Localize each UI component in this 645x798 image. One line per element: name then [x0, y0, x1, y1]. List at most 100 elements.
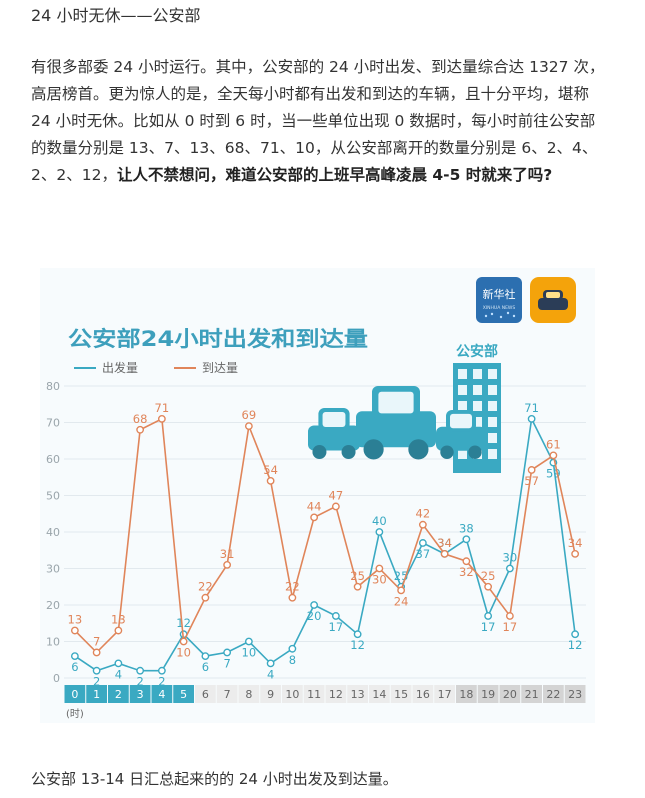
- legend-label: 出发量: [102, 360, 138, 375]
- data-point: [331, 612, 340, 620]
- car-wheel: [341, 445, 356, 459]
- data-point: [418, 520, 427, 529]
- taxi-body: [538, 298, 568, 310]
- x-tick-label: 14: [372, 688, 386, 701]
- x-hour-cell: [325, 685, 347, 703]
- data-point: [375, 528, 384, 536]
- building-cars-illustration: 公安部: [308, 343, 501, 473]
- building-window: [488, 433, 497, 443]
- data-label: 34: [568, 536, 583, 550]
- x-hour-cell: [216, 685, 238, 703]
- x-hour-cell: [173, 685, 194, 703]
- legend-label: 到达量: [202, 361, 238, 375]
- data-label: 25: [350, 569, 365, 583]
- car-body: [308, 425, 360, 451]
- taxi-window: [546, 292, 560, 298]
- y-tick-label: 80: [46, 380, 60, 393]
- figure-caption: 公安部 13-14 日汇总起来的的 24 小时出发及到达量。: [31, 770, 398, 788]
- data-label: 37: [416, 547, 431, 561]
- data-label: 13: [68, 613, 83, 627]
- xinhua-logo-badge: [476, 277, 522, 323]
- data-label: 22: [198, 580, 213, 594]
- series-1: 13 7 13 68 71 10 22 31 69 54 22 44 47 25 30 24 42 34 32 25 1…: [68, 401, 583, 660]
- data-label: 20: [307, 609, 322, 623]
- data-label: 30: [503, 551, 518, 565]
- car-wheel: [312, 445, 327, 459]
- data-point: [136, 666, 145, 675]
- x-hour-cell: [521, 685, 542, 703]
- data-label: 6: [202, 660, 209, 674]
- building-window: [488, 401, 497, 411]
- data-point: [484, 612, 493, 620]
- car-body: [356, 411, 436, 448]
- data-point: [310, 601, 319, 609]
- gridlines: [64, 385, 586, 679]
- building-window: [473, 417, 482, 427]
- x-hour-cell: [369, 685, 390, 703]
- data-label: 38: [459, 521, 474, 535]
- data-label: 34: [437, 536, 452, 550]
- x-hour-cell: [282, 685, 303, 703]
- x-tick-label: 23: [568, 688, 582, 701]
- data-label: 6: [71, 660, 78, 674]
- building-window: [488, 369, 497, 379]
- data-label: 54: [263, 463, 278, 477]
- y-tick-label: 10: [46, 636, 60, 649]
- data-label: 40: [372, 514, 387, 528]
- data-label: 30: [372, 573, 387, 587]
- data-label: 12: [350, 638, 365, 652]
- x-hour-cell: [564, 685, 586, 703]
- building-window: [488, 417, 497, 427]
- data-point: [527, 466, 536, 474]
- data-point: [70, 626, 79, 635]
- x-hour-cell: [347, 685, 368, 703]
- y-tick-label: 20: [46, 599, 60, 612]
- data-label: 8: [289, 653, 296, 667]
- data-label: 57: [524, 474, 539, 488]
- x-tick-label: 5: [180, 688, 187, 701]
- star-dot: [484, 314, 488, 318]
- data-label: 7: [93, 634, 100, 648]
- car-wheel: [408, 439, 429, 460]
- taxi-app-icon: [530, 277, 576, 323]
- data-point: [571, 630, 580, 639]
- x-hour-cell: [129, 685, 151, 703]
- car-window: [450, 413, 472, 429]
- data-point: [114, 626, 123, 635]
- y-tick-label: 70: [46, 417, 60, 430]
- building-window: [458, 369, 467, 379]
- data-point: [462, 535, 471, 544]
- data-label: 71: [155, 401, 170, 415]
- data-label: 68: [133, 412, 148, 426]
- star-dot: [499, 315, 503, 319]
- car-left-icon: [308, 408, 360, 459]
- building-window: [473, 385, 482, 395]
- x-hour-cell: [456, 685, 477, 703]
- data-point: [353, 630, 362, 639]
- data-point: [223, 560, 232, 569]
- x-hour-cell: [412, 685, 434, 703]
- car-right-icon: [436, 410, 486, 459]
- data-point: [157, 666, 166, 675]
- building-window: [488, 449, 497, 459]
- x-tick-label: 22: [546, 688, 560, 701]
- x-hour-cell: [108, 685, 129, 703]
- data-point: [266, 476, 275, 485]
- x-tick-label: 6: [202, 688, 209, 701]
- x-tick-label: 9: [267, 688, 274, 701]
- data-point: [179, 637, 188, 646]
- data-point: [418, 539, 427, 547]
- xinhua-logo: 新华社 XINHUA NEWS: [476, 277, 522, 323]
- data-point: [136, 425, 145, 434]
- x-hour-cell: [260, 685, 281, 703]
- data-point: [70, 652, 79, 660]
- car-center-icon: [356, 386, 436, 460]
- x-hour-cell: [390, 685, 412, 703]
- data-label: 25: [481, 569, 496, 583]
- legend: 出发量 到达量: [74, 360, 238, 375]
- data-label: 32: [459, 565, 474, 579]
- data-label: 24: [394, 594, 409, 608]
- page-title: 24 小时无休——公安部: [31, 6, 201, 25]
- xinhua-logo-subtext: XINHUA NEWS: [483, 305, 516, 311]
